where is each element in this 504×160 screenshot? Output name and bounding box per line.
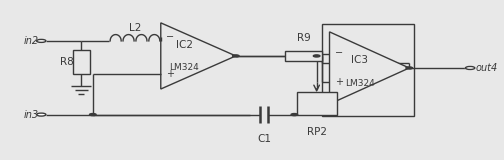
Text: L2: L2: [129, 23, 141, 33]
Circle shape: [406, 67, 412, 69]
Text: IC3: IC3: [351, 56, 368, 65]
Polygon shape: [161, 23, 236, 89]
Circle shape: [232, 55, 239, 57]
Text: in3: in3: [24, 110, 39, 120]
Circle shape: [37, 39, 46, 42]
Bar: [297, 92, 337, 115]
Circle shape: [90, 114, 96, 116]
Circle shape: [37, 113, 46, 116]
Text: +: +: [335, 77, 343, 87]
Text: R9: R9: [297, 33, 310, 43]
Text: in2: in2: [24, 36, 39, 46]
Bar: [323, 24, 414, 116]
Text: C1: C1: [257, 134, 271, 144]
Circle shape: [313, 55, 320, 57]
Text: LM324: LM324: [345, 79, 375, 88]
Bar: [73, 50, 90, 74]
Bar: [285, 51, 323, 61]
Text: IC2: IC2: [176, 40, 193, 50]
Text: R8: R8: [60, 57, 74, 67]
Text: −: −: [166, 32, 174, 42]
Text: −: −: [335, 48, 343, 58]
Polygon shape: [330, 32, 409, 104]
Text: RP2: RP2: [306, 127, 327, 137]
Circle shape: [291, 114, 298, 116]
Text: LM324: LM324: [169, 64, 199, 72]
Circle shape: [465, 66, 475, 69]
Text: out4: out4: [476, 63, 498, 73]
Text: +: +: [166, 69, 174, 79]
